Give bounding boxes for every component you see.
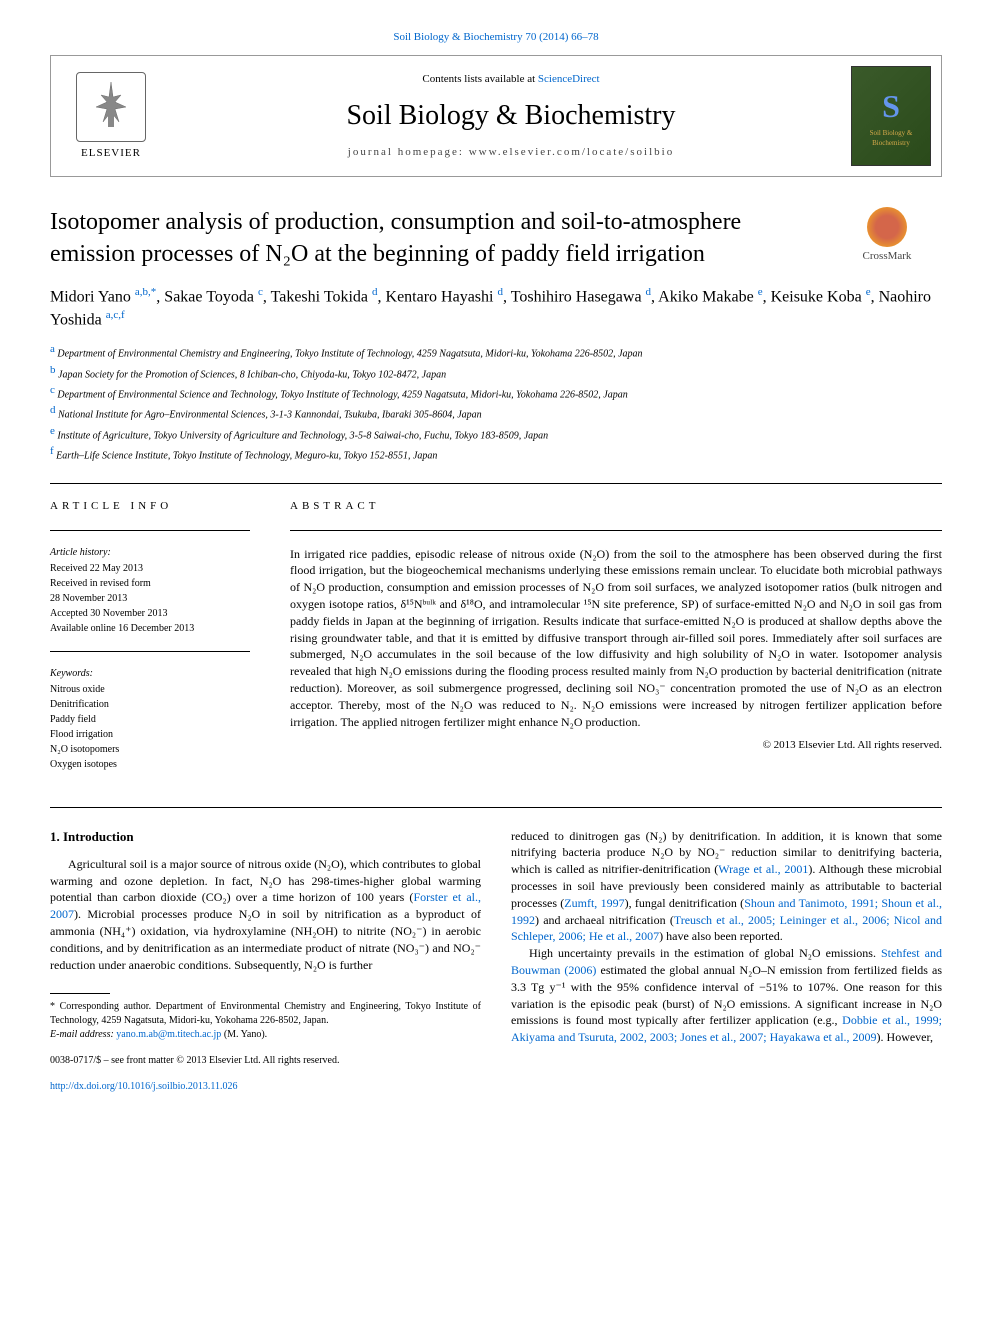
history-line: Available online 16 December 2013 [50, 622, 250, 636]
keywords-heading: Keywords: [50, 667, 250, 681]
divider [290, 530, 942, 531]
crossmark-label: CrossMark [832, 249, 942, 264]
keywords-block: Keywords: Nitrous oxideDenitrificationPa… [50, 667, 250, 772]
keyword-line: N₂O isotopomers [50, 743, 250, 757]
affiliation-line: c Department of Environmental Science an… [50, 383, 942, 402]
footnote-divider [50, 993, 110, 994]
abstract-text: In irrigated rice paddies, episodic rele… [290, 546, 942, 731]
author-list: Midori Yano a,b,*, Sakae Toyoda c, Takes… [50, 285, 942, 332]
footer-copyright: 0038-0717/$ – see front matter © 2013 El… [50, 1054, 481, 1068]
affiliation-list: a Department of Environmental Chemistry … [50, 342, 942, 463]
keyword-line: Nitrous oxide [50, 683, 250, 697]
affiliation-line: e Institute of Agriculture, Tokyo Univer… [50, 424, 942, 443]
article-title: Isotopomer analysis of production, consu… [50, 207, 832, 269]
keyword-line: Flood irrigation [50, 728, 250, 742]
keyword-line: Paddy field [50, 713, 250, 727]
journal-banner: ELSEVIER Contents lists available at Sci… [50, 55, 942, 177]
history-line: Accepted 30 November 2013 [50, 607, 250, 621]
affiliation-line: f Earth–Life Science Institute, Tokyo In… [50, 444, 942, 463]
divider [50, 807, 942, 808]
elsevier-tree-icon [76, 72, 146, 142]
homepage-prefix: journal homepage: [348, 146, 469, 158]
affiliation-line: a Department of Environmental Chemistry … [50, 342, 942, 361]
email-suffix: (M. Yano). [221, 1029, 267, 1040]
history-heading: Article history: [50, 546, 250, 560]
abstract-copyright: © 2013 Elsevier Ltd. All rights reserved… [290, 738, 942, 753]
reference-link[interactable]: Zumft, 1997 [564, 896, 624, 910]
body-column-left: 1. Introduction Agricultural soil is a m… [50, 828, 481, 1095]
article-info-label: ARTICLE INFO [50, 499, 250, 514]
contents-line: Contents lists available at ScienceDirec… [171, 72, 851, 87]
journal-cover-thumbnail[interactable]: S Soil Biology & Biochemistry [851, 66, 931, 166]
affiliation-line: d National Institute for Agro–Environmen… [50, 403, 942, 422]
journal-name: Soil Biology & Biochemistry [171, 96, 851, 135]
publisher-logo[interactable]: ELSEVIER [51, 72, 171, 161]
cover-title-line1: Soil Biology & [870, 129, 913, 139]
journal-homepage: journal homepage: www.elsevier.com/locat… [171, 145, 851, 160]
abstract-label: ABSTRACT [290, 499, 942, 514]
divider [50, 651, 250, 652]
keyword-line: Denitrification [50, 698, 250, 712]
cover-title-line2: Biochemistry [872, 139, 910, 149]
abstract-column: ABSTRACT In irrigated rice paddies, epis… [290, 499, 942, 786]
email-label: E-mail address: [50, 1029, 116, 1040]
body-columns: 1. Introduction Agricultural soil is a m… [50, 828, 942, 1095]
reference-link[interactable]: Wrage et al., 2001 [718, 862, 808, 876]
contents-prefix: Contents lists available at [422, 73, 537, 85]
article-info-column: ARTICLE INFO Article history: Received 2… [50, 499, 250, 786]
history-line: Received 22 May 2013 [50, 562, 250, 576]
history-line: Received in revised form [50, 577, 250, 591]
sciencedirect-link[interactable]: ScienceDirect [538, 73, 600, 85]
crossmark-widget[interactable]: CrossMark [832, 207, 942, 264]
cover-letter-icon: S [882, 84, 900, 129]
keyword-line: Oxygen isotopes [50, 758, 250, 772]
citation-link[interactable]: Soil Biology & Biochemistry 70 (2014) 66… [50, 30, 942, 45]
divider [50, 530, 250, 531]
email-link[interactable]: yano.m.ab@m.titech.ac.jp [116, 1029, 221, 1040]
divider [50, 483, 942, 484]
body-paragraph: Agricultural soil is a major source of n… [50, 856, 481, 974]
homepage-url[interactable]: www.elsevier.com/locate/soilbio [469, 146, 674, 158]
history-line: 28 November 2013 [50, 592, 250, 606]
publisher-name: ELSEVIER [51, 146, 171, 161]
corresponding-author-footnote: * Corresponding author. Department of En… [50, 1000, 481, 1028]
doi-link[interactable]: http://dx.doi.org/10.1016/j.soilbio.2013… [50, 1080, 481, 1094]
section-heading-introduction: 1. Introduction [50, 828, 481, 846]
banner-center: Contents lists available at ScienceDirec… [171, 72, 851, 160]
body-paragraph: High uncertainty prevails in the estimat… [511, 945, 942, 1046]
body-paragraph: reduced to dinitrogen gas (N₂) by denitr… [511, 828, 942, 946]
email-footnote: E-mail address: yano.m.ab@m.titech.ac.jp… [50, 1028, 481, 1042]
body-column-right: reduced to dinitrogen gas (N₂) by denitr… [511, 828, 942, 1095]
crossmark-icon [867, 207, 907, 247]
affiliation-line: b Japan Society for the Promotion of Sci… [50, 363, 942, 382]
article-history: Article history: Received 22 May 2013Rec… [50, 546, 250, 636]
